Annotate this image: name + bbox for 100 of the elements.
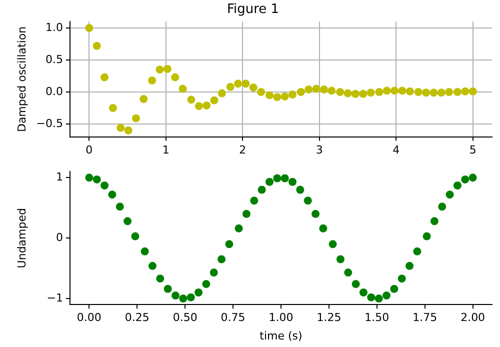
point (148, 76, 156, 84)
point (187, 96, 196, 104)
x-tick-label: 4 (392, 143, 400, 156)
point (446, 190, 454, 199)
point (344, 89, 352, 98)
point (273, 174, 282, 182)
point (250, 196, 258, 205)
y-tick-label: 0.5 (46, 52, 63, 66)
y-tick-label: −1 (46, 291, 63, 304)
point (218, 89, 226, 98)
point (258, 186, 266, 194)
point (430, 217, 438, 226)
point (140, 247, 149, 256)
point (280, 174, 289, 182)
x-tick-label: 5 (469, 143, 476, 156)
point (186, 293, 195, 302)
point (156, 66, 164, 74)
point (249, 84, 258, 92)
y-tick-label: 1 (56, 170, 63, 184)
point (398, 86, 406, 95)
point (225, 240, 234, 248)
point (382, 86, 391, 95)
point (85, 24, 94, 32)
point (390, 86, 399, 95)
y-tick-label: 1.0 (46, 20, 63, 34)
point (116, 202, 124, 211)
point (437, 88, 446, 97)
point (296, 186, 304, 194)
y-tick-label: −0.5 (36, 116, 63, 130)
point (304, 85, 313, 94)
point (108, 190, 116, 199)
x-tick-label: 0 (86, 143, 93, 156)
point (336, 255, 344, 264)
point (304, 196, 312, 205)
point (116, 124, 125, 132)
x-tick-label: 1.25 (316, 311, 342, 324)
point (366, 88, 375, 97)
point (218, 255, 226, 264)
point (132, 114, 140, 122)
point (156, 274, 164, 283)
x-tick-label: 0.00 (76, 311, 102, 324)
point (210, 268, 218, 277)
point (172, 292, 180, 300)
point (108, 104, 117, 112)
x-tick-label: 2.00 (460, 311, 486, 324)
chart-title: Figure 1 (226, 2, 280, 18)
x-tick-label: 1 (162, 143, 170, 156)
point (92, 42, 101, 50)
point (100, 182, 109, 190)
point (194, 102, 203, 110)
point (422, 232, 431, 240)
point (461, 175, 470, 184)
point (390, 284, 398, 293)
point (319, 224, 328, 232)
point (352, 280, 360, 288)
point (202, 101, 211, 110)
point (430, 88, 438, 97)
point (288, 90, 297, 99)
x-tick-label: 0.75 (220, 311, 246, 324)
x-tick-label: 1.75 (412, 311, 438, 324)
point (375, 88, 384, 96)
point (242, 80, 250, 88)
point (164, 284, 172, 293)
x-tick-label: 0.25 (124, 311, 150, 324)
point (406, 87, 414, 96)
point (257, 88, 266, 96)
point (320, 85, 328, 94)
point (124, 217, 132, 226)
point (148, 262, 156, 270)
point (351, 90, 360, 98)
point (179, 294, 188, 303)
point (265, 91, 274, 100)
point (438, 202, 446, 211)
point (461, 87, 470, 96)
x-tick-label: 1.00 (268, 311, 294, 324)
point (382, 292, 390, 300)
point (265, 178, 274, 186)
x-tick-label: 3 (316, 143, 323, 156)
point (202, 280, 210, 288)
point (468, 174, 477, 182)
point (468, 87, 477, 96)
point (336, 88, 344, 96)
point (273, 93, 282, 102)
point (226, 82, 234, 91)
point (312, 84, 320, 93)
point (100, 73, 109, 82)
point (131, 232, 140, 240)
point (234, 80, 242, 88)
point (445, 88, 454, 96)
point (234, 224, 243, 232)
x-tick-label: 1.50 (364, 311, 390, 324)
y-tick-label: 0.0 (46, 84, 63, 98)
point (312, 210, 320, 218)
x-tick-label: 0.50 (172, 311, 198, 324)
point (413, 247, 422, 256)
point (344, 268, 352, 277)
point (85, 174, 94, 182)
point (367, 293, 376, 302)
x-tick-label: 2 (239, 143, 246, 156)
point (210, 96, 218, 104)
